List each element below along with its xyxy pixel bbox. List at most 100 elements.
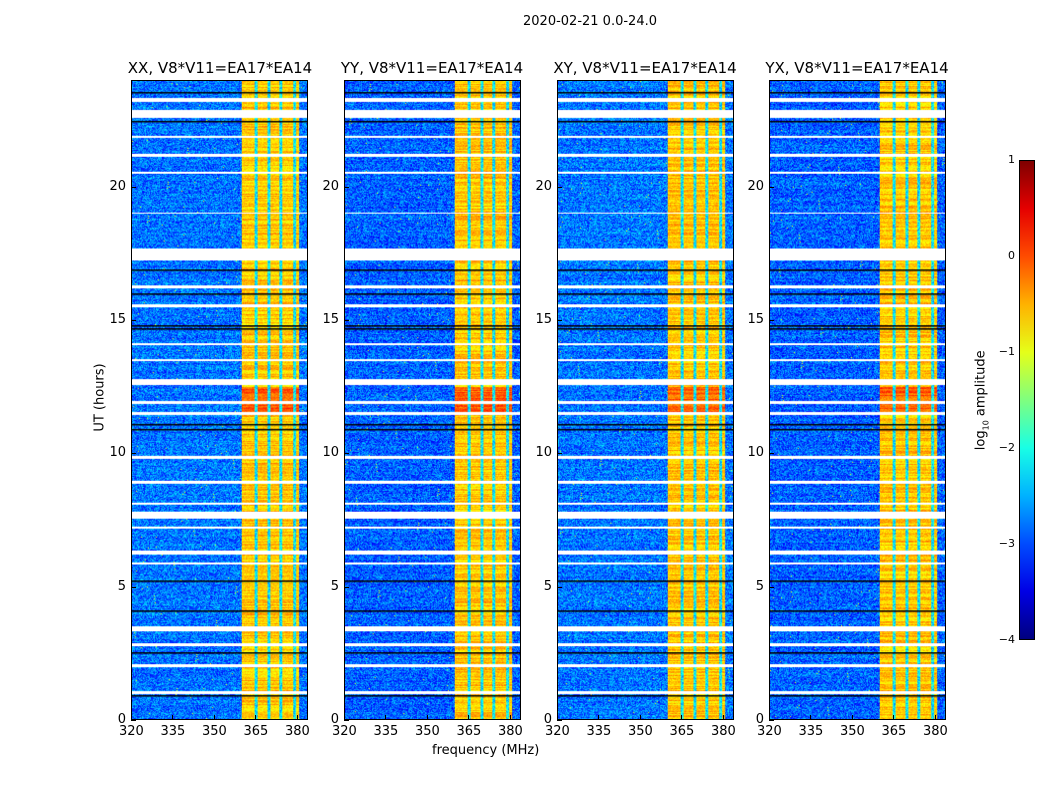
heatmap-yy <box>345 81 520 719</box>
panel-title-yy: YY, V8*V11=EA17*EA14 <box>340 59 524 77</box>
x-tick-mark <box>598 715 600 720</box>
x-tick-mark <box>934 715 936 720</box>
y-tick-mark <box>769 186 774 188</box>
y-tick-mark <box>769 586 774 588</box>
x-tick-label: 365 <box>881 724 907 739</box>
x-tick-label: 350 <box>839 724 865 739</box>
y-tick-label: 15 <box>535 312 552 327</box>
y-tick-mark <box>769 320 774 321</box>
y-tick-label: 10 <box>109 445 126 461</box>
x-tick-mark <box>810 715 812 720</box>
figure-title: 2020-02-21 0.0-24.0 <box>523 14 657 29</box>
panel-xy <box>557 80 734 720</box>
y-tick-mark <box>131 453 136 455</box>
y-tick-label: 20 <box>109 178 126 194</box>
x-tick-mark <box>639 715 641 720</box>
x-tick-mark <box>851 715 853 720</box>
panel-title-yx: YX, V8*V11=EA17*EA14 <box>765 59 949 77</box>
x-tick-mark <box>509 715 511 720</box>
x-tick-mark <box>131 715 132 720</box>
y-tick-mark <box>769 453 774 455</box>
x-tick-mark <box>468 715 470 720</box>
x-tick-label: 350 <box>627 724 653 739</box>
x-tick-mark <box>255 715 257 720</box>
x-tick-label: 380 <box>710 724 736 739</box>
x-tick-label: 320 <box>545 724 570 739</box>
x-tick-label: 320 <box>757 724 782 739</box>
heatmap-xy <box>558 81 733 719</box>
x-tick-label: 380 <box>497 724 523 739</box>
x-tick-label: 350 <box>414 724 440 739</box>
y-tick-label: 20 <box>322 178 339 194</box>
y-tick-mark <box>344 720 349 721</box>
x-tick-label: 335 <box>160 724 186 739</box>
x-tick-label: 320 <box>332 724 357 739</box>
heatmap-yx <box>770 81 945 719</box>
x-tick-mark <box>722 715 724 720</box>
x-tick-label: 350 <box>201 724 227 739</box>
x-tick-label: 365 <box>243 724 269 739</box>
y-tick-mark <box>131 720 136 721</box>
x-axis-label: frequency (MHz) <box>432 743 540 758</box>
colorbar-tick-label: −2 <box>998 441 1015 454</box>
y-tick-mark <box>557 453 562 455</box>
y-tick-label: 10 <box>535 445 552 461</box>
y-tick-label: 0 <box>755 712 764 727</box>
x-tick-label: 380 <box>922 724 948 739</box>
y-tick-mark <box>344 453 349 455</box>
y-tick-mark <box>344 320 349 321</box>
y-tick-mark <box>557 586 562 588</box>
y-tick-mark <box>131 586 136 588</box>
y-tick-mark <box>557 320 562 321</box>
colorbar-tick-label: −4 <box>998 633 1015 646</box>
panel-title-xy: XY, V8*V11=EA17*EA14 <box>553 59 737 77</box>
y-tick-label: 15 <box>109 312 126 327</box>
colorbar-tick-label: −1 <box>998 345 1015 358</box>
y-tick-label: 0 <box>117 712 126 727</box>
colorbar <box>1019 160 1035 640</box>
x-tick-label: 320 <box>119 724 144 739</box>
y-tick-label: 0 <box>330 712 339 727</box>
x-tick-mark <box>893 715 895 720</box>
y-tick-mark <box>344 586 349 588</box>
y-tick-label: 20 <box>747 178 764 194</box>
colorbar-tick-label: 1 <box>1008 153 1015 166</box>
x-tick-label: 380 <box>284 724 310 739</box>
y-tick-label: 5 <box>755 578 764 594</box>
y-tick-mark <box>131 320 136 321</box>
y-tick-label: 10 <box>322 445 339 461</box>
y-tick-mark <box>557 720 562 721</box>
colorbar-tick-label: 0 <box>1008 249 1015 262</box>
y-tick-label: 5 <box>117 578 126 594</box>
y-axis-label: UT (hours) <box>92 363 108 432</box>
x-tick-mark <box>344 715 345 720</box>
panel-yy <box>344 80 521 720</box>
y-tick-label: 20 <box>535 178 552 194</box>
x-tick-mark <box>769 715 770 720</box>
x-tick-mark <box>681 715 683 720</box>
x-tick-label: 365 <box>456 724 482 739</box>
x-tick-label: 365 <box>669 724 695 739</box>
y-tick-label: 15 <box>747 312 764 327</box>
x-tick-mark <box>213 715 215 720</box>
x-tick-mark <box>557 715 558 720</box>
x-tick-label: 335 <box>798 724 824 739</box>
y-tick-label: 15 <box>322 312 339 327</box>
y-tick-mark <box>557 186 562 188</box>
x-tick-label: 335 <box>373 724 399 739</box>
x-tick-mark <box>426 715 428 720</box>
y-tick-label: 10 <box>747 445 764 461</box>
x-tick-mark <box>385 715 387 720</box>
y-tick-mark <box>769 720 774 721</box>
y-tick-label: 0 <box>543 712 552 727</box>
heatmap-xx <box>132 81 307 719</box>
panel-title-xx: XX, V8*V11=EA17*EA14 <box>127 59 313 77</box>
x-tick-mark <box>296 715 298 720</box>
colorbar-label: log10 amplitude <box>973 350 991 451</box>
y-tick-mark <box>131 186 136 188</box>
panel-xx <box>131 80 308 720</box>
x-tick-label: 335 <box>586 724 612 739</box>
y-tick-label: 5 <box>543 578 552 594</box>
y-tick-label: 5 <box>330 578 339 594</box>
